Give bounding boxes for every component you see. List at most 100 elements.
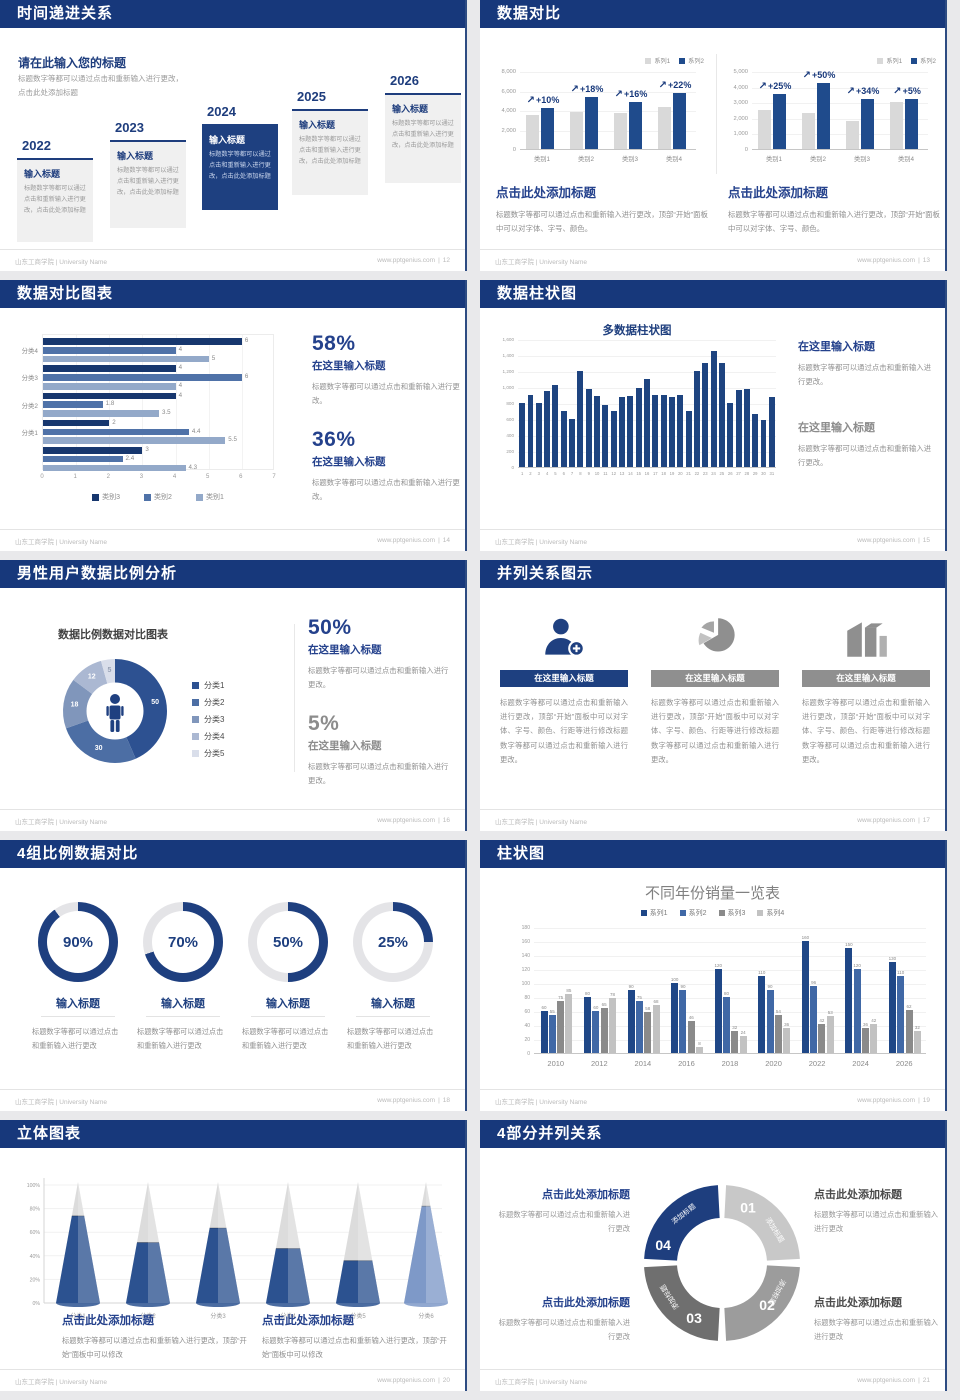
cone-fill [196,1227,240,1303]
x-tick-label: 15 [636,471,641,476]
ring-body: 标题数字等都可以通过点击和重新输入进行更改 [32,1027,119,1050]
x-tick-label: 2020 [765,1059,782,1068]
x-tick-label: 24 [711,471,716,476]
legend-label: 分类4 [204,732,225,741]
slide-12-time-progression[interactable]: 时间递进关系 请在此输入您的标题 标题数字等都可以通过点击和重新输入进行更改，点… [0,0,467,271]
growth-label: ↗+22% [650,80,700,91]
ring-column: 25% 输入标题 标题数字等都可以通过点击和重新输入进行更改 [343,902,443,1052]
value-label: 120 [853,963,861,968]
y-tick-label: 1,000 [502,385,515,390]
legend-item: 分类5 [192,748,224,759]
growth-label: ↗+25% [750,81,800,92]
y-tick-label: 2,000 [501,127,516,134]
value-label: 6 [244,373,249,381]
slide-14-hbar-comparison[interactable]: 数据对比图表 6 4 5 4 6 4 4 1.8 3.5 2 4.4 5.5 3 2.4 4.3 0 1 2 3 4 5… [0,280,467,551]
plot-area [518,340,776,468]
gridline [752,103,928,105]
legend-item: 系列3 [718,908,745,918]
growth-value: +18% [580,84,604,95]
category-label: 分类2 [140,1312,156,1320]
footer-site: www.pptgenius.com | 21 [857,1377,930,1384]
block-title: 点击此处添加标题 [814,1189,902,1201]
legend-swatch [679,57,686,64]
x-tick-label: 14 [628,471,633,476]
card-title: 输入标题 [392,104,429,114]
bar [552,385,559,467]
bar [557,1000,565,1053]
value-label: 110 [897,970,905,975]
bar [714,969,722,1053]
value-label: 96 [811,979,817,985]
block-title: 点击此处添加标题 [542,1297,630,1309]
growth-value: +5% [902,86,921,97]
timeline-card: 输入标题 标题数字等都可以通过点击和重新输入进行更改，点击此处添加标题 [17,158,93,242]
legend-label: 系列4 [766,910,785,917]
x-tick-label: 类别1 [765,156,783,163]
x-tick-label: 26 [727,471,733,476]
x-tick-label: 2 [529,471,532,476]
x-tick-label: 16 [644,471,650,476]
gridline [208,335,210,469]
footer-site: www.pptgenius.com | 12 [377,257,450,264]
stat-label: 在这里输入标题 [308,644,382,656]
plot-area: ↗+10% ↗+18% ↗+16% ↗+22% [520,72,696,150]
growth-arrow-icon: ↗ [614,89,624,101]
y-tick-label: 0 [527,1051,530,1057]
cycle-segment [724,1185,800,1261]
value-label: 4 [178,346,183,353]
progress-ring: 50% [248,902,328,982]
growth-label: ↗+50% [794,70,844,81]
value-label: 2 [112,418,116,426]
footer-school: 山东工商学院 | University Name [15,1098,107,1106]
block-title: 在这里输入标题 [798,422,875,435]
bar [723,997,731,1053]
value-label: 55 [549,1008,555,1014]
legend-label: 系列1 [886,58,903,65]
slide-15-column-chart[interactable]: 数据柱状图 多数据柱状图 0 200 400 600 800 1,000 1,200 1,40… [480,280,947,551]
card-body: 标题数字等都可以通过点击和重新输入进行更改，点击此处添加标题 [117,167,179,196]
stat-body: 标题数字等都可以通过点击和重新输入进行更改。 [312,382,460,406]
gridline [520,130,696,132]
bar [43,374,242,381]
chart-legend: 系列1 系列2 [645,56,704,65]
legend-label: 类别3 [102,494,121,501]
slide-18-four-ratio-rings[interactable]: 4组比例数据对比 90% 输入标题 标题数字等都可以通过点击和重新输入进行更改 70%… [0,840,467,1111]
x-tick-label: 25 [719,471,725,476]
bar [585,388,592,467]
grouped-bar-chart: 60 55 75 85 80 60 65 78 90 75 58 68 100 90 46 8 120 80 32 2… [506,925,926,1078]
slide-13-data-comparison[interactable]: 数据对比 系列1 系列2 ↗+10% ↗+18% ↗+16% ↗+22% 0 2,000 4,0… [480,0,947,271]
text-panel: 在这里输入标题 标题数字等都可以通过点击和重新输入进行更改。 在这里输入标题 标题数字… [798,338,938,500]
footer-site: www.pptgenius.com | 20 [377,1377,450,1384]
bar [519,403,526,467]
slide-header: 柱状图 [480,840,945,868]
timeline-item: 2024 输入标题 标题数字等都可以通过点击和重新输入进行更改，点击此处添加标题 [202,104,278,210]
stat-value: 5% [308,712,340,736]
legend-label: 类别1 [205,494,224,501]
value-label: 150 [845,942,853,947]
legend-label: 系列2 [920,58,936,65]
legend-swatch [144,493,152,501]
value-label: 90 [628,984,634,989]
timeline-card: 输入标题 标题数字等都可以通过点击和重新输入进行更改，点击此处添加标题 [292,109,368,195]
value-label: 4.3 [188,463,198,471]
y-tick-label: 0 [744,147,748,153]
slide-20-cone-chart[interactable]: 立体图表 0% 20% 40% 60% 80% 100% 分类1 分类2 分类3 分类4 分类5 分类… [0,1120,467,1391]
slide-17-parallel-relation[interactable]: 并列关系图示 在这里输入标题 标题数字等都可以通过点击和重新输入进行更改，顶部“开… [480,560,947,831]
value-label: 4 [178,391,183,399]
text-block: 点击此处添加标题 标题数字等都可以通过点击和重新输入进行更改 [494,1294,630,1344]
block-title: 在这里输入标题 [798,341,875,353]
slide-footer: 山东工商学院 | University Name www.pptgenius.c… [0,1369,465,1391]
pie-3d-icon [651,612,779,664]
growth-arrow-icon: ↗ [758,81,768,93]
bar [652,1005,660,1053]
slide-21-four-part-cycle[interactable]: 4部分并列关系 01 添加标题 02 添加标题 03 添加标题 04 添加标题 点击此处添加标… [480,1120,947,1391]
legend-label: 系列1 [649,910,668,917]
slide-16-male-user-ratio[interactable]: 男性用户数据比例分析 数据比例数据对比图表 50 30 18 12 5 分类1 分类2 分类… [0,560,467,831]
feature-body: 标题数字等都可以通过点击和重新输入进行更改，顶部“开始”面板中可以对字体、字号、… [651,698,779,764]
legend-item: 系列2 [679,56,704,65]
legend-item: 类别1 [195,492,224,502]
y-tick-label: 0% [33,1301,41,1307]
male-icon [106,694,124,732]
text-block: 点击此处添加标题 标题数字等都可以通过点击和重新输入进行更改 [814,1186,942,1236]
slide-19-yearly-sales-chart[interactable]: 柱状图 不同年份销量一览表 系列1 系列2 系列3 系列4 60 55 75 85 80 60 6… [480,840,947,1111]
